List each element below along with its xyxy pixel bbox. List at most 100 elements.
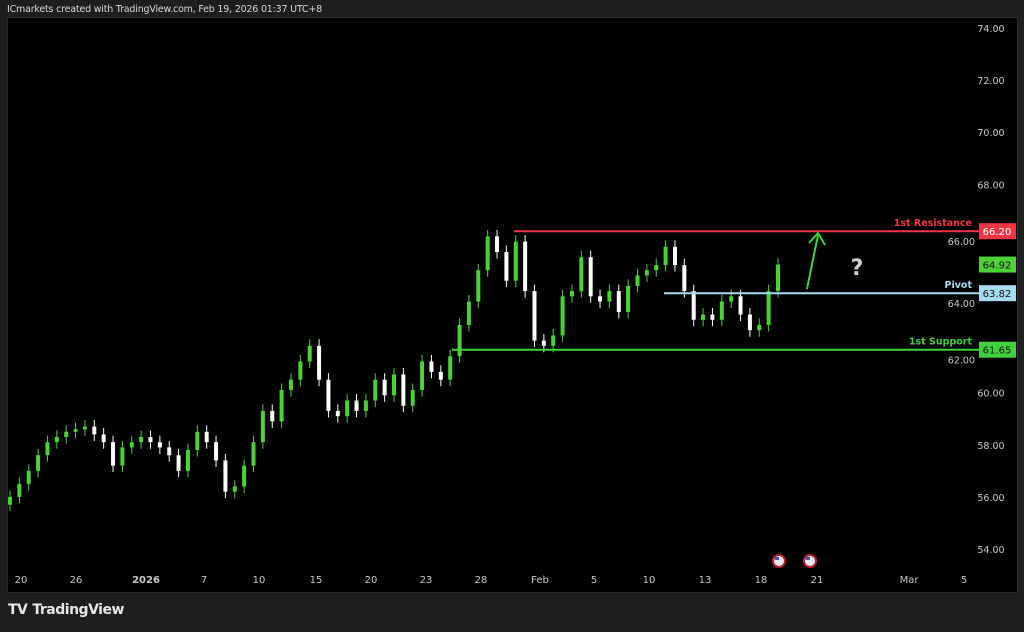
candle-body — [569, 291, 574, 297]
candle-body — [54, 436, 59, 443]
x-tick-label: Mar — [900, 575, 920, 586]
candle-body — [185, 450, 190, 471]
candle-body — [654, 265, 659, 271]
x-tick-label: 7 — [201, 575, 207, 586]
candle-body — [36, 455, 41, 471]
brand-name: TradingView — [32, 602, 124, 618]
candle-body — [139, 436, 144, 443]
candle-body — [279, 390, 284, 422]
up-arrow-icon — [806, 234, 819, 290]
candle-body — [541, 340, 546, 346]
x-tick-label: 18 — [755, 575, 768, 586]
candle-body — [223, 460, 228, 492]
candle-body — [776, 264, 780, 292]
price-tag-label: 66.20 — [983, 227, 1012, 238]
x-tick-label: Feb — [531, 575, 549, 586]
candle-body — [392, 374, 396, 396]
candle-body — [288, 379, 293, 391]
y-tick-label: 70.00 — [977, 128, 1004, 139]
candle-body — [148, 436, 153, 443]
candle-body — [579, 257, 584, 292]
price-chart[interactable]: 74.00 72.00 70.00 68.00 66.00 64.00 62.00 60.00… — [8, 18, 1017, 592]
y-tick-label: 58.00 — [977, 441, 1004, 452]
candle-body — [26, 470, 31, 484]
level-name: 1st Resistance — [894, 218, 972, 229]
x-tick-label: 20 — [15, 575, 28, 586]
candle-body — [476, 270, 481, 302]
candle-body — [551, 335, 556, 346]
y-tick-label: 62.00 — [948, 356, 975, 367]
level-name: 1st Support — [909, 337, 973, 348]
candle-body — [663, 246, 668, 266]
candle-body — [82, 426, 87, 430]
candle-body — [672, 246, 677, 266]
candle-body — [101, 434, 106, 443]
candle-body — [682, 265, 687, 292]
candle-body — [45, 442, 50, 456]
price-tag — [979, 285, 1016, 302]
y-tick-label: 64.00 — [948, 299, 975, 310]
candle-body — [747, 314, 752, 331]
price-tag — [979, 341, 1016, 358]
candle-body — [719, 301, 724, 320]
candle-body — [73, 429, 78, 432]
candle-body — [504, 252, 509, 281]
flag-canton — [806, 557, 810, 560]
price-tag — [979, 223, 1016, 240]
candle-body — [466, 301, 471, 325]
us-flag-icon — [803, 554, 817, 568]
candle-body — [92, 426, 97, 435]
candle-body — [410, 390, 415, 406]
candle-body — [401, 374, 406, 406]
x-tick-label: 13 — [699, 575, 712, 586]
candle-body — [448, 356, 453, 380]
footer-brand: TV TradingView — [8, 602, 124, 618]
candle-body — [598, 296, 603, 302]
y-tick-label: 56.00 — [977, 493, 1004, 504]
last-price-label: 64.92 — [983, 261, 1012, 272]
x-tick-label: 10 — [253, 575, 266, 586]
candle-body — [260, 410, 265, 443]
candle-body — [363, 400, 368, 411]
level-name: Pivot — [945, 280, 973, 291]
y-tick-label: 66.00 — [948, 237, 975, 248]
y-tick-label: 74.00 — [977, 24, 1004, 35]
candle-body — [8, 496, 12, 505]
y-tick-label: 72.00 — [977, 76, 1004, 87]
chart-panel[interactable]: 74.00 72.00 70.00 68.00 66.00 64.00 62.00 60.00… — [7, 17, 1018, 593]
candle-body — [766, 291, 771, 325]
candle-body — [167, 447, 172, 456]
candle-body — [326, 379, 331, 411]
y-tick-label: 54.00 — [977, 545, 1004, 556]
candle-body — [214, 442, 219, 461]
tradingview-logo-icon: TV — [8, 602, 28, 618]
candle-body — [354, 400, 359, 411]
candle-body — [382, 379, 387, 396]
candle-body — [120, 447, 125, 466]
x-tick-label: 10 — [643, 575, 656, 586]
candle-body — [242, 465, 247, 487]
candle-body — [701, 314, 706, 320]
candle-body — [270, 410, 275, 422]
candle-body — [251, 442, 256, 466]
candle-body — [317, 345, 322, 380]
candle-body — [729, 296, 734, 302]
candle-body — [420, 361, 425, 391]
candle-body — [607, 291, 612, 302]
last-price-tag — [979, 256, 1016, 273]
candle-body — [111, 442, 116, 466]
x-tick-label: 26 — [70, 575, 83, 586]
x-tick-label: 5 — [961, 575, 967, 586]
y-tick-label: 68.00 — [977, 180, 1004, 191]
candle-body — [513, 241, 518, 281]
price-tag-label: 61.65 — [983, 346, 1012, 357]
x-tick-label: 23 — [420, 575, 433, 586]
candle-body — [626, 285, 631, 312]
candle-body — [195, 431, 200, 451]
candle-body — [738, 296, 743, 315]
flag-canton — [775, 557, 779, 560]
candle-body — [757, 324, 762, 331]
candle-body — [616, 291, 621, 312]
candle-body — [232, 486, 237, 492]
candle-body — [495, 236, 500, 253]
